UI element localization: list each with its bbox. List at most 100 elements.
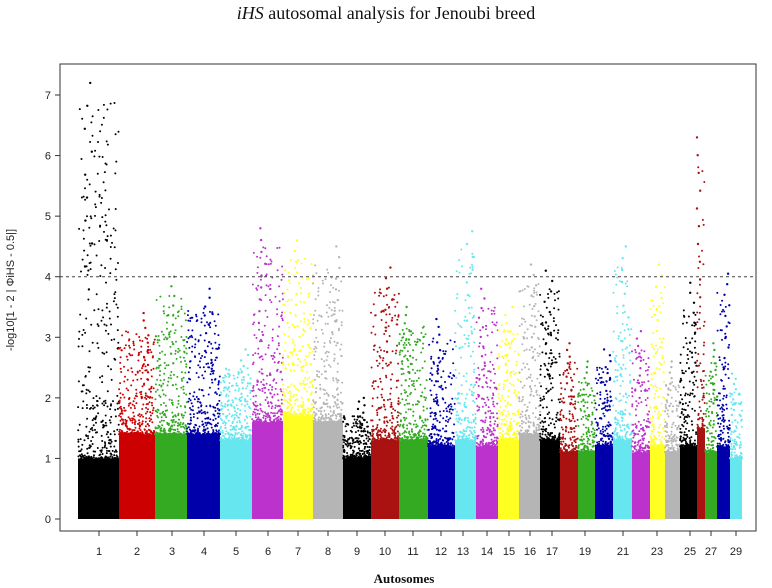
snp-point bbox=[225, 395, 227, 398]
snp-point bbox=[273, 361, 276, 364]
snp-point bbox=[138, 427, 141, 430]
snp-point bbox=[447, 418, 450, 421]
snp-point bbox=[433, 425, 436, 428]
snp-point bbox=[486, 334, 489, 337]
snp-point bbox=[121, 422, 124, 425]
snp-point-peak bbox=[434, 380, 438, 383]
snp-point bbox=[475, 442, 478, 444]
snp-point bbox=[210, 426, 213, 429]
snp-point bbox=[276, 369, 278, 372]
snp-point bbox=[537, 423, 540, 426]
snp-point bbox=[273, 412, 276, 415]
snp-point bbox=[307, 293, 310, 296]
snp-point bbox=[389, 398, 392, 401]
snp-point bbox=[307, 343, 310, 346]
snp-point bbox=[469, 426, 472, 429]
snp-point bbox=[291, 354, 294, 357]
snp-point bbox=[578, 451, 581, 454]
snp-point bbox=[204, 412, 207, 415]
snp-point bbox=[163, 372, 166, 375]
snp-point bbox=[396, 430, 399, 433]
snp-point bbox=[238, 387, 241, 390]
snp-point bbox=[217, 334, 220, 337]
snp-point bbox=[465, 406, 467, 409]
snp-point bbox=[185, 401, 188, 404]
snp-point bbox=[539, 368, 542, 371]
snp-point bbox=[390, 412, 393, 414]
snp-point bbox=[330, 421, 333, 424]
snp-point bbox=[185, 335, 188, 338]
snp-point bbox=[339, 420, 341, 423]
snp-point bbox=[225, 393, 228, 396]
snp-point bbox=[472, 400, 475, 402]
snp-point bbox=[303, 387, 306, 390]
snp-point bbox=[475, 397, 478, 400]
snp-point bbox=[86, 273, 89, 276]
snp-point bbox=[458, 372, 461, 375]
snp-point bbox=[318, 314, 321, 317]
snp-point bbox=[110, 440, 113, 443]
snp-point bbox=[480, 428, 483, 431]
snp-point bbox=[548, 377, 551, 380]
snp-point bbox=[301, 412, 303, 415]
snp-point bbox=[158, 339, 161, 342]
snp-point bbox=[95, 457, 98, 460]
snp-point bbox=[343, 450, 345, 453]
snp-point bbox=[599, 397, 602, 400]
snp-point bbox=[293, 326, 296, 329]
snp-point bbox=[249, 398, 252, 401]
snp-point bbox=[246, 403, 249, 406]
snp-point bbox=[558, 401, 561, 404]
chromosome-1-points bbox=[77, 81, 120, 519]
snp-point bbox=[406, 357, 409, 360]
snp-point bbox=[235, 425, 238, 428]
snp-point bbox=[577, 393, 580, 395]
snp-point bbox=[376, 432, 378, 435]
snp-point bbox=[277, 404, 280, 407]
snp-point bbox=[282, 362, 285, 365]
snp-point bbox=[134, 423, 136, 426]
snp-point bbox=[276, 247, 279, 249]
snp-point bbox=[247, 425, 250, 428]
snp-point bbox=[418, 415, 421, 418]
snp-point bbox=[513, 420, 515, 423]
snp-point bbox=[323, 342, 326, 344]
snp-point bbox=[240, 378, 243, 381]
snp-point bbox=[109, 433, 112, 436]
snp-point bbox=[299, 382, 302, 385]
snp-point bbox=[560, 426, 563, 429]
snp-point bbox=[149, 395, 152, 398]
snp-point bbox=[536, 293, 538, 296]
snp-point bbox=[154, 383, 157, 386]
snp-point bbox=[547, 333, 550, 336]
snp-point bbox=[162, 333, 165, 336]
snp-point bbox=[194, 433, 197, 435]
snp-point bbox=[460, 248, 463, 251]
snp-point bbox=[260, 338, 262, 341]
snp-point-peak bbox=[334, 320, 338, 323]
snp-point-peak bbox=[172, 304, 175, 307]
snp-point bbox=[177, 315, 180, 318]
snp-point-peak bbox=[480, 306, 483, 310]
snp-point bbox=[184, 424, 187, 427]
snp-point bbox=[500, 438, 502, 441]
snp-point bbox=[544, 433, 547, 436]
snp-point bbox=[151, 404, 154, 407]
snp-point bbox=[394, 305, 397, 308]
snp-point bbox=[471, 252, 474, 255]
snp-point bbox=[431, 425, 434, 428]
snp-point bbox=[105, 306, 108, 309]
snp-point bbox=[311, 350, 314, 353]
snp-point bbox=[177, 424, 180, 427]
snp-point bbox=[353, 424, 355, 427]
snp-point-peak bbox=[505, 338, 508, 341]
snp-point bbox=[165, 321, 168, 324]
snp-point bbox=[205, 405, 208, 408]
snp-point bbox=[603, 415, 606, 417]
snp-point bbox=[82, 237, 85, 240]
snp-point bbox=[361, 434, 364, 437]
snp-point bbox=[492, 412, 495, 415]
snp-point bbox=[236, 432, 239, 435]
snp-point bbox=[487, 406, 490, 409]
snp-point bbox=[554, 361, 557, 364]
